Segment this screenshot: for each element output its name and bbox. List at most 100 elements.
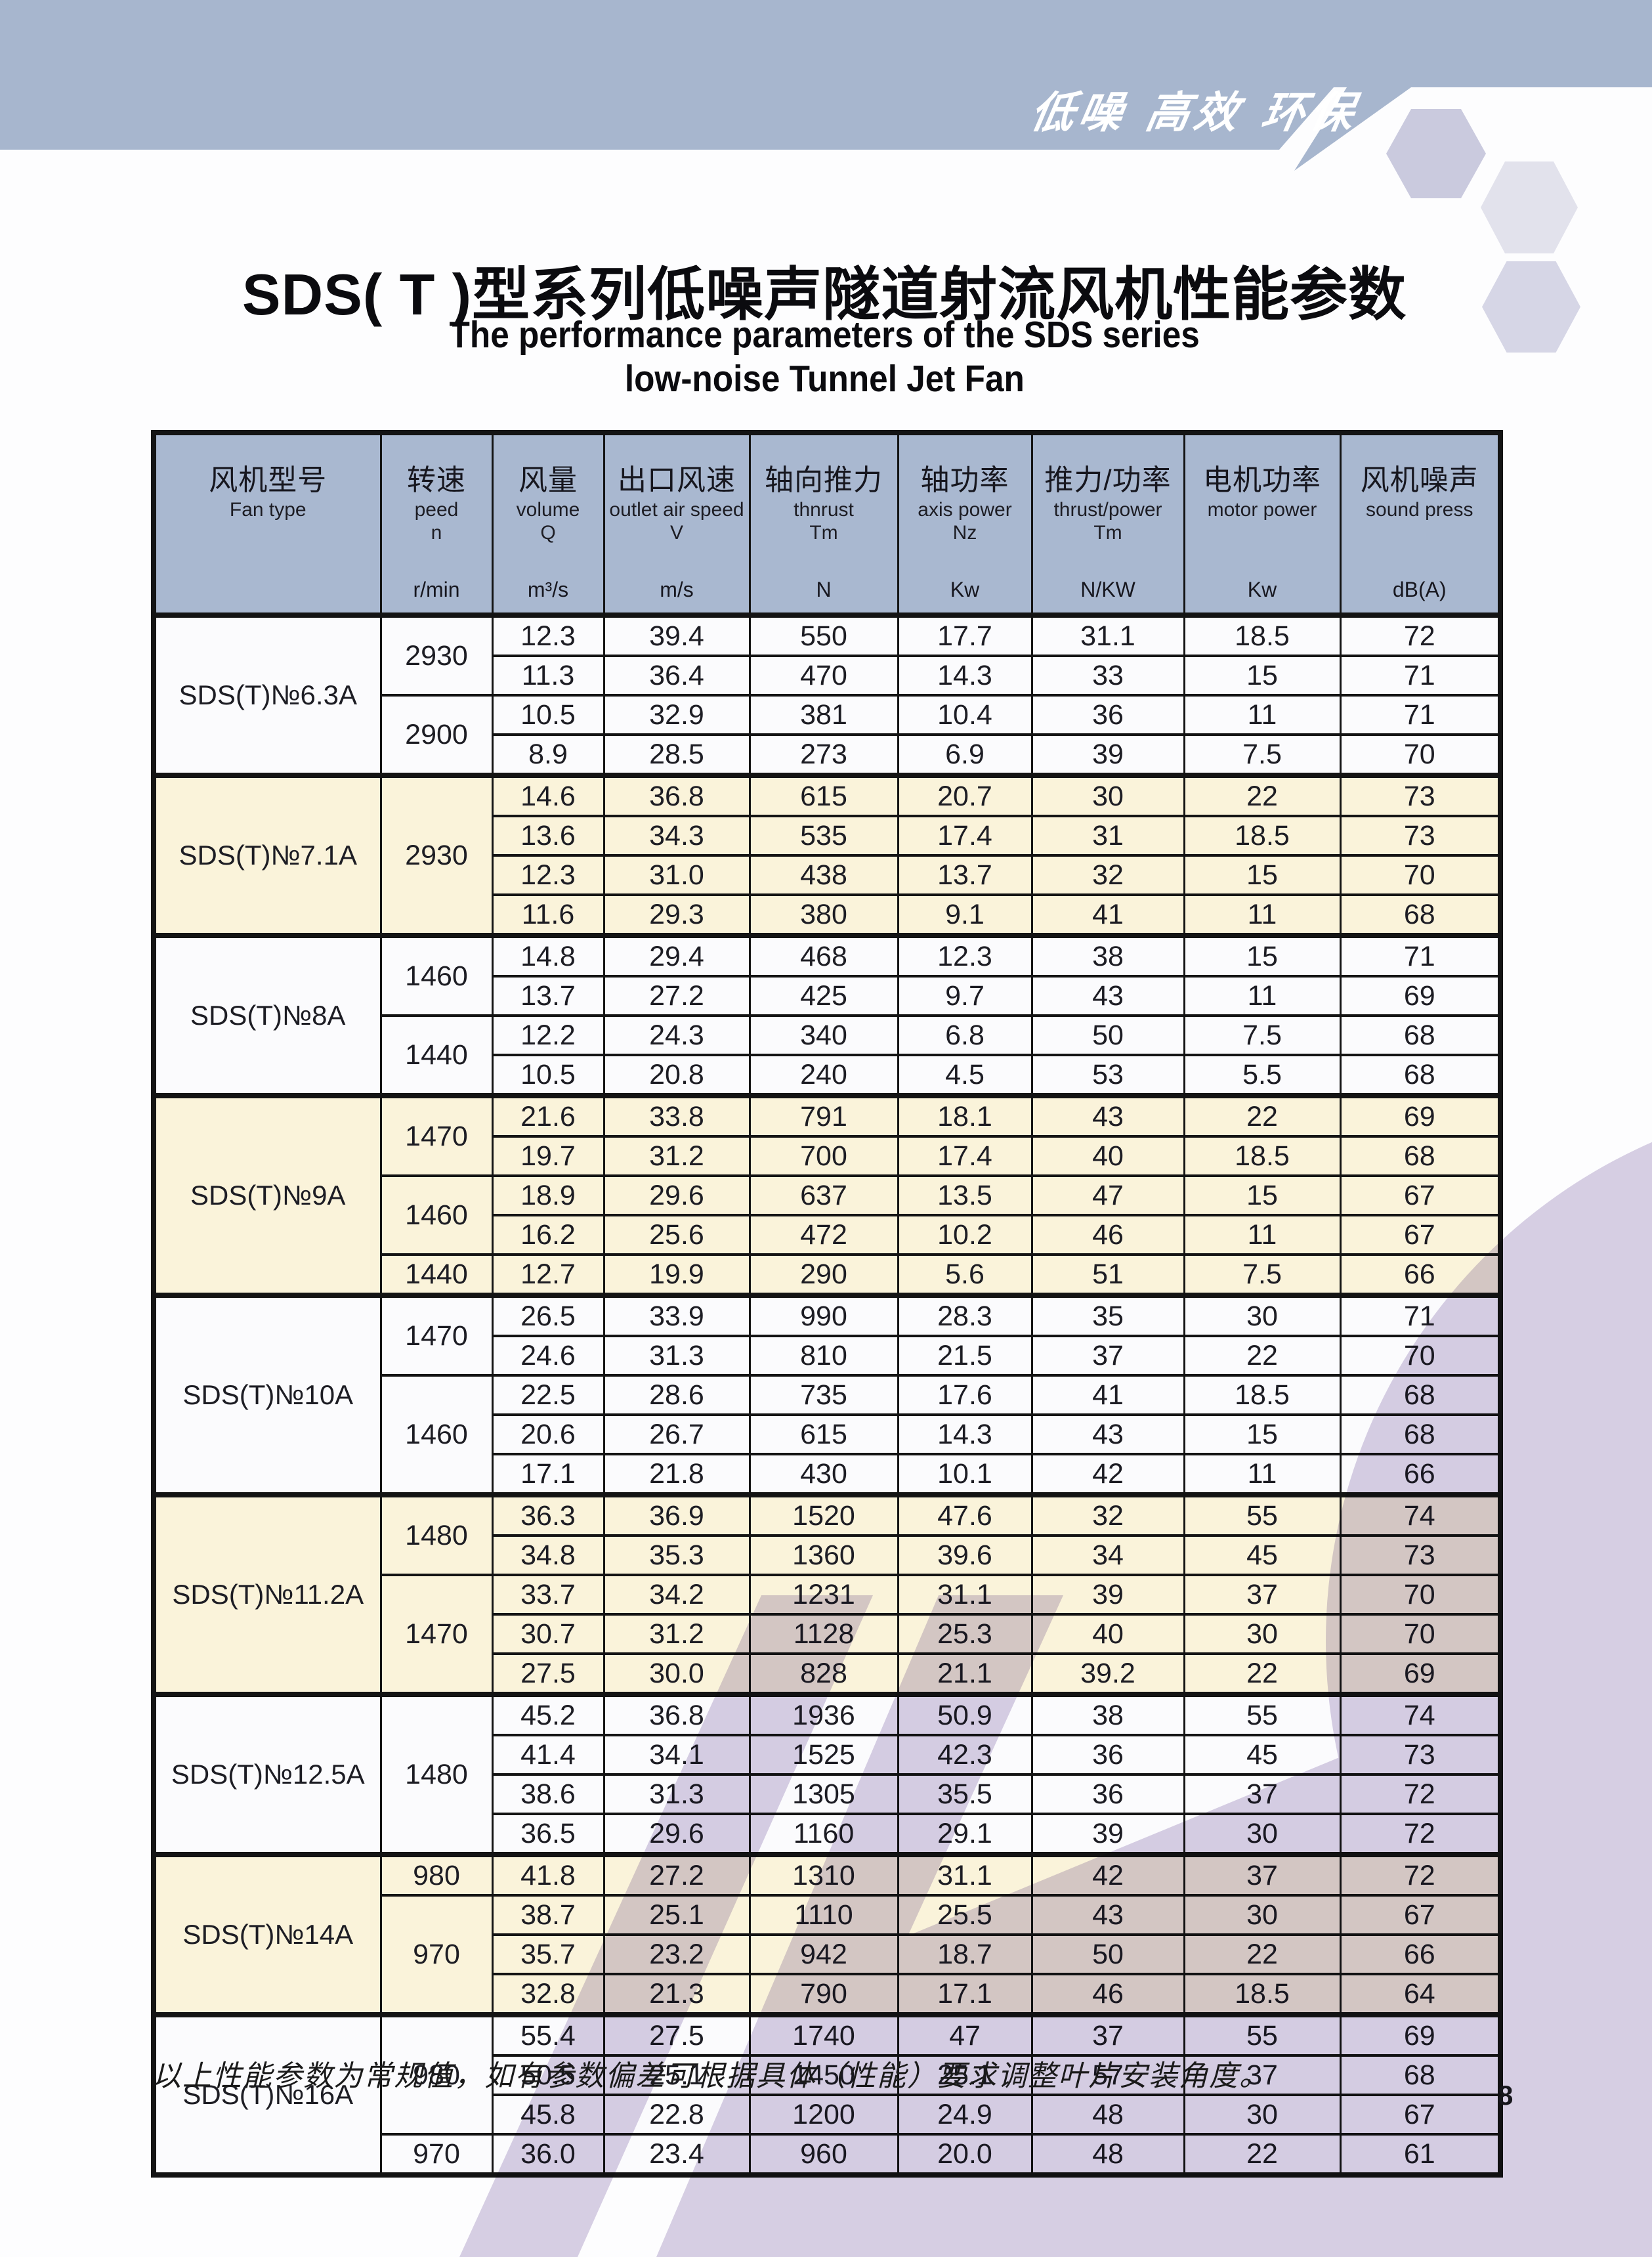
data-cell: 470 [748, 655, 899, 697]
data-cell: 790 [748, 1973, 899, 2016]
data-cell: 5.6 [897, 1253, 1033, 1297]
data-cell: 30.7 [491, 1613, 605, 1655]
data-cell: 18.7 [897, 1933, 1033, 1975]
data-cell: 18.1 [897, 1093, 1033, 1138]
data-cell: 48 [1030, 2133, 1185, 2176]
data-cell: 70 [1339, 1574, 1502, 1616]
data-cell: 74 [1339, 1692, 1502, 1736]
data-cell: 68 [1339, 893, 1502, 937]
footnote: 以上性能参数为常规值，如有参数偏差可根据具体（性能）要求调整叶片安装角度。 [152, 2059, 1269, 2093]
data-cell: 70 [1339, 733, 1502, 777]
column-title-en: outlet air speed [609, 499, 744, 521]
data-cell: 1525 [748, 1734, 899, 1776]
data-cell: 35 [1030, 1293, 1185, 1337]
data-cell: 615 [748, 1413, 899, 1455]
speed-cell: 1470 [379, 1574, 494, 1696]
data-cell: 6.9 [897, 733, 1033, 777]
data-cell: 42.3 [897, 1734, 1033, 1776]
data-cell: 535 [748, 815, 899, 857]
data-cell: 11 [1183, 1214, 1342, 1256]
data-cell: 17.1 [897, 1973, 1033, 2016]
data-cell: 32 [1030, 1492, 1185, 1537]
data-cell: 53 [1030, 1054, 1185, 1097]
data-cell: 30 [1030, 773, 1185, 817]
data-cell: 55 [1183, 1692, 1342, 1736]
data-cell: 31.0 [603, 854, 751, 896]
fan-model-cell: SDS(T)№6.3A [152, 613, 382, 777]
data-cell: 69 [1339, 1652, 1502, 1696]
data-cell: 19.9 [603, 1253, 751, 1297]
table-row: 1460 22.5 28.6 735 17.6 41 18.5 68 [154, 1374, 1502, 1496]
data-cell: 24.9 [897, 2094, 1033, 2136]
data-cell: 74 [1339, 1492, 1502, 1537]
column-unit: Kw [1247, 578, 1277, 601]
table-row: 19.7 31.2 700 17.4 40 18.5 68 [154, 1135, 1502, 1177]
data-cell: 71 [1339, 1293, 1502, 1337]
table-row: SDS(T)№9A 1470 21.6 33.8 791 18.1 43 22 69 [152, 1093, 1502, 1297]
data-cell: 67 [1339, 1214, 1502, 1256]
data-cell: 33.8 [603, 1093, 751, 1138]
column-header-8: 电机功率 motor power Kw [1183, 431, 1342, 618]
data-cell: 31.1 [897, 1574, 1033, 1616]
speed-cell: 1440 [379, 1253, 494, 1297]
data-cell: 30 [1183, 1293, 1342, 1337]
data-cell: 41.4 [491, 1734, 605, 1776]
data-cell: 9.1 [897, 893, 1033, 937]
data-cell: 42 [1030, 1852, 1185, 1897]
data-cell: 472 [748, 1214, 899, 1256]
table-row: 10.5 20.8 240 4.5 53 5.5 68 [154, 1054, 1502, 1097]
data-cell: 36 [1030, 694, 1185, 736]
data-cell: 18.5 [1183, 1374, 1342, 1416]
fan-model-cell: SDS(T)№8A [152, 933, 382, 1097]
table-row: SDS(T)№12.5A 1480 45.2 36.8 1936 50.9 38 55 74 [152, 1692, 1502, 1856]
data-cell: 33 [1030, 655, 1185, 697]
fan-model-cell: SDS(T)№9A [152, 1093, 382, 1297]
data-cell: 68 [1339, 1054, 1502, 1097]
data-cell: 37 [1183, 1773, 1342, 1815]
data-cell: 12.3 [491, 854, 605, 896]
column-unit: r/min [413, 578, 460, 601]
data-cell: 10.1 [897, 1453, 1033, 1496]
data-cell: 31.2 [603, 1135, 751, 1177]
data-cell: 30 [1183, 1613, 1342, 1655]
data-cell: 14.3 [897, 1413, 1033, 1455]
data-cell: 273 [748, 733, 899, 777]
data-cell: 39 [1030, 733, 1185, 777]
data-cell: 290 [748, 1253, 899, 1297]
data-cell: 47.6 [897, 1492, 1033, 1537]
table-row: 13.6 34.3 535 17.4 31 18.5 73 [154, 815, 1502, 857]
data-cell: 23.2 [603, 1933, 751, 1975]
data-cell: 72 [1339, 613, 1502, 657]
data-cell: 37 [1183, 1852, 1342, 1897]
data-cell: 13.7 [491, 975, 605, 1017]
data-cell: 735 [748, 1374, 899, 1416]
data-cell: 700 [748, 1135, 899, 1177]
data-cell: 46 [1030, 1973, 1185, 2016]
data-cell: 8.9 [491, 733, 605, 777]
data-cell: 438 [748, 854, 899, 896]
data-cell: 22.8 [603, 2094, 751, 2136]
table-row: 8.9 28.5 273 6.9 39 7.5 70 [154, 733, 1502, 777]
data-cell: 68 [1339, 1135, 1502, 1177]
data-cell: 240 [748, 1054, 899, 1097]
data-cell: 1360 [748, 1534, 899, 1576]
fan-model-cell: SDS(T)№12.5A [152, 1692, 382, 1856]
data-cell: 425 [748, 975, 899, 1017]
data-cell: 50.9 [897, 1692, 1033, 1736]
data-cell: 34.3 [603, 815, 751, 857]
speed-cell: 1460 [379, 1174, 494, 1256]
data-cell: 61 [1339, 2133, 1502, 2176]
data-cell: 7.5 [1183, 1253, 1342, 1297]
column-title-en: volume [516, 499, 580, 521]
data-cell: 70 [1339, 854, 1502, 896]
data-cell: 22 [1183, 1933, 1342, 1975]
data-cell: 45 [1183, 1734, 1342, 1776]
data-cell: 42 [1030, 1453, 1185, 1496]
data-cell: 36 [1030, 1734, 1185, 1776]
column-unit: Kw [950, 578, 980, 601]
data-cell: 41.8 [491, 1852, 605, 1897]
data-cell: 12.3 [897, 933, 1033, 978]
table-row: SDS(T)№14A 980 41.8 27.2 1310 31.1 42 37 72 [152, 1852, 1502, 2016]
